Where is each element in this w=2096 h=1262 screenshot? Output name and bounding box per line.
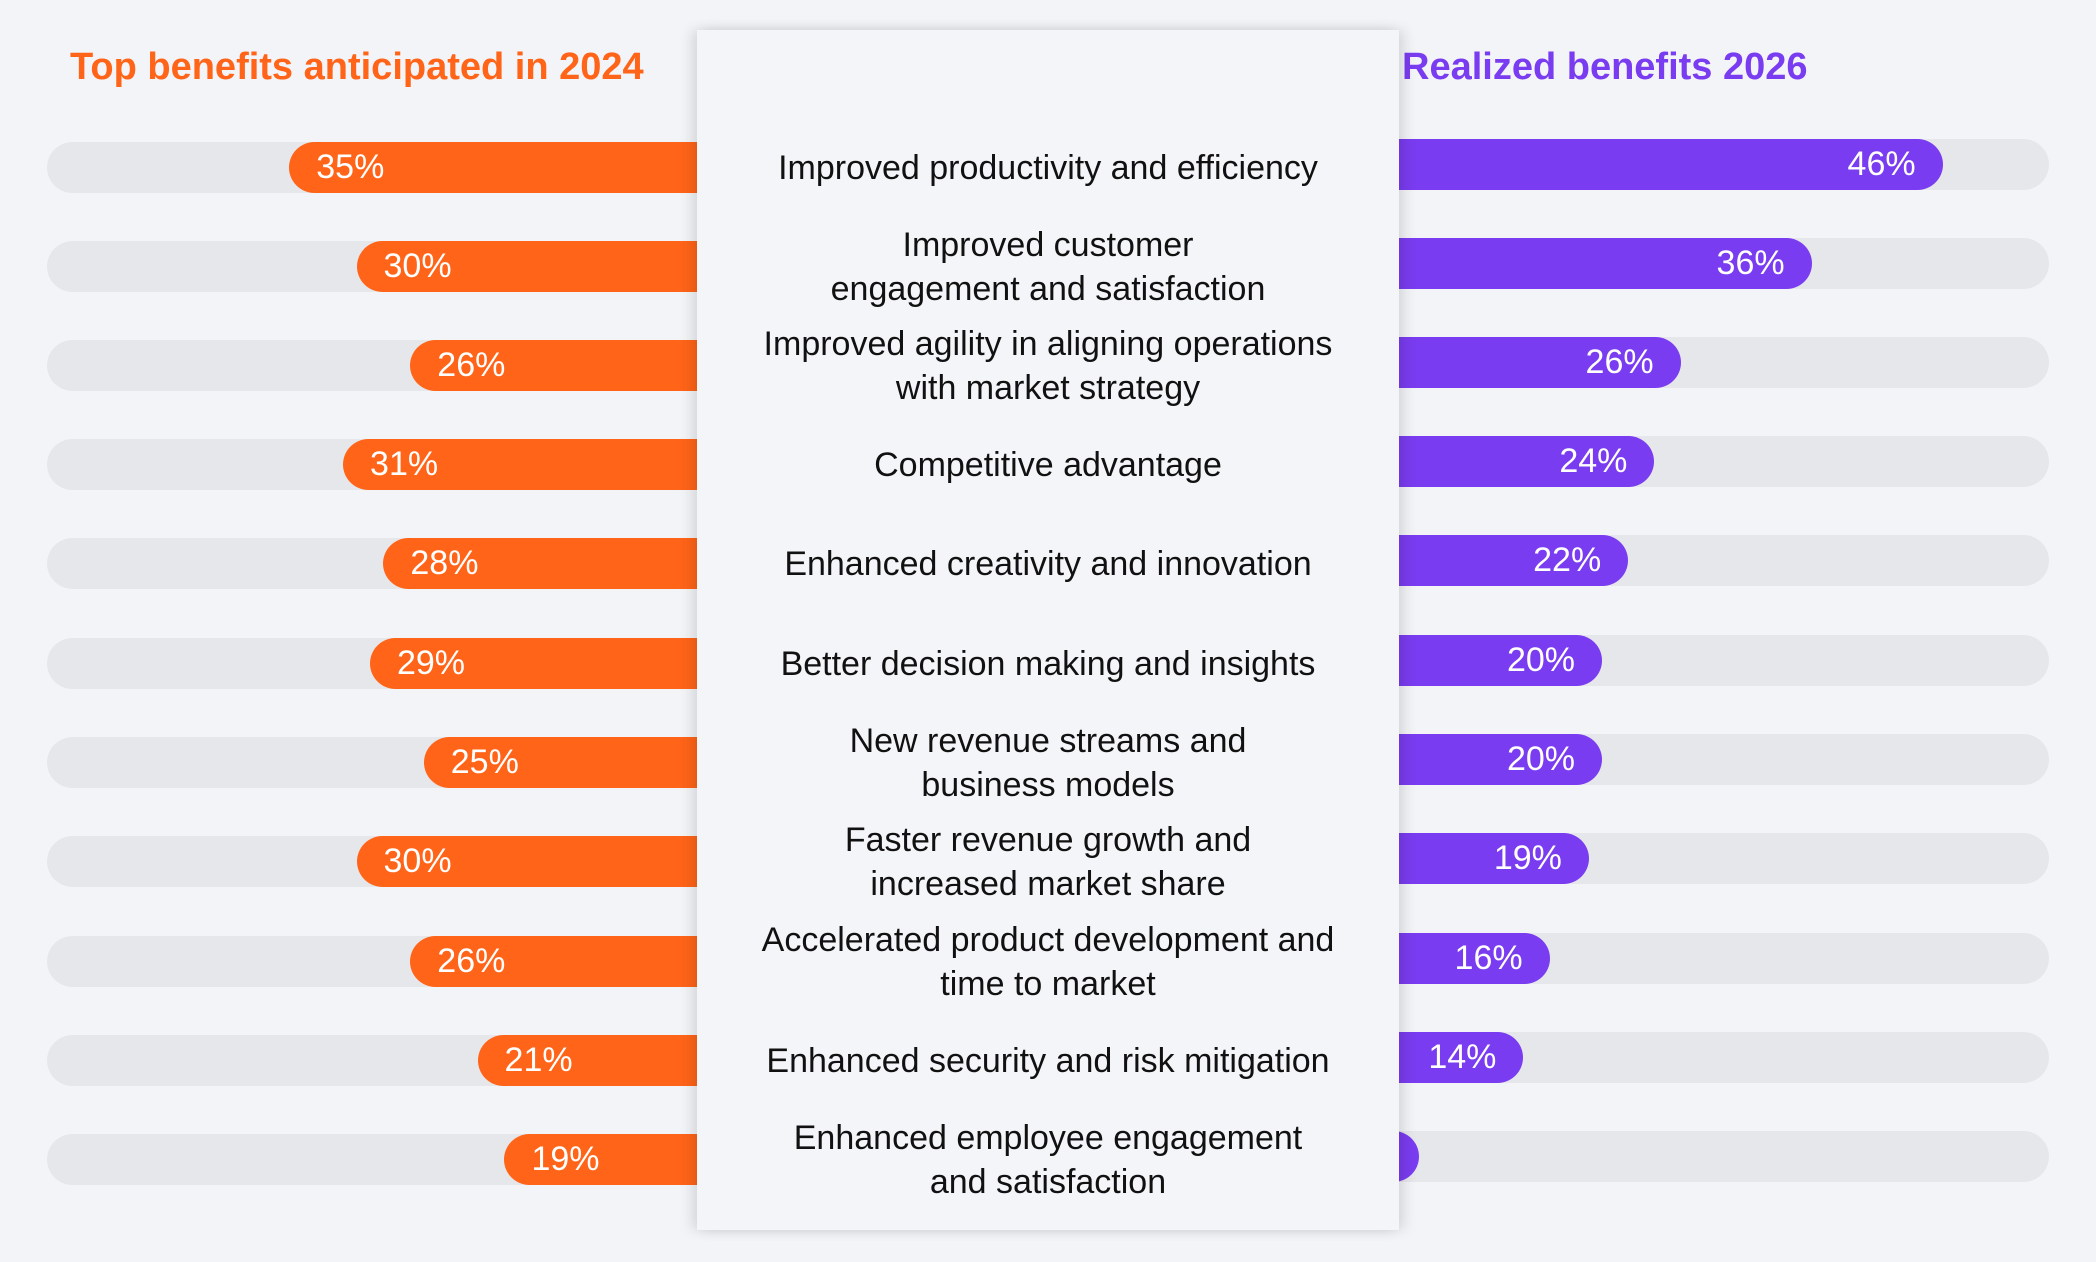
left-series-title: Top benefits anticipated in 2024 bbox=[70, 46, 644, 88]
category-label: Faster revenue growth and increased marke… bbox=[707, 818, 1389, 906]
category-label-line: Competitive advantage bbox=[874, 445, 1222, 484]
category-label: Better decision making and insights bbox=[707, 642, 1389, 686]
right-bar-label: 36% bbox=[1716, 244, 1785, 282]
category-label: New revenue streams and business models bbox=[707, 719, 1389, 807]
category-label-line: business models bbox=[921, 765, 1175, 804]
category-label-line: time to market bbox=[940, 964, 1156, 1003]
category-label-line: Enhanced creativity and innovation bbox=[784, 544, 1312, 583]
left-bar-label: 30% bbox=[383, 842, 452, 880]
right-bar-label: 46% bbox=[1847, 145, 1916, 183]
left-bar: 35% bbox=[289, 142, 760, 193]
right-bar-label: 24% bbox=[1559, 442, 1628, 480]
category-label: Accelerated product development and time … bbox=[707, 918, 1389, 1006]
right-bar-label: 14% bbox=[1428, 1038, 1497, 1076]
category-label: Enhanced security and risk mitigation bbox=[707, 1039, 1389, 1083]
category-label-line: Improved customer bbox=[902, 225, 1194, 264]
category-label-line: New revenue streams and bbox=[849, 721, 1247, 760]
category-label-line: increased market share bbox=[870, 864, 1226, 903]
left-bar: 30% bbox=[356, 241, 760, 292]
left-bar-label: 35% bbox=[316, 148, 385, 186]
category-label-line: Improved agility in aligning operations bbox=[763, 324, 1333, 363]
left-bar-label: 31% bbox=[370, 445, 439, 483]
category-label-line: Enhanced employee engagement bbox=[793, 1118, 1303, 1157]
right-bar-label: 16% bbox=[1454, 939, 1523, 977]
category-label-line: with market strategy bbox=[895, 368, 1201, 407]
category-label: Enhanced employee engagement and satisfac… bbox=[707, 1116, 1389, 1204]
category-panel bbox=[697, 30, 1399, 1230]
right-track bbox=[1340, 1131, 2049, 1182]
right-bar-label: 19% bbox=[1493, 839, 1562, 877]
left-bar: 30% bbox=[356, 836, 760, 887]
right-bar-label: 26% bbox=[1585, 343, 1654, 381]
category-label-line: engagement and satisfaction bbox=[830, 269, 1266, 308]
category-label: Competitive advantage bbox=[707, 443, 1389, 487]
left-bar-label: 25% bbox=[450, 743, 519, 781]
left-bar-label: 26% bbox=[437, 942, 506, 980]
left-bar-label: 28% bbox=[410, 544, 479, 582]
right-bar: 46% bbox=[1340, 139, 1943, 190]
left-bar: 31% bbox=[343, 439, 760, 490]
category-label-line: Faster revenue growth and bbox=[844, 820, 1252, 859]
left-bar-label: 21% bbox=[504, 1041, 573, 1079]
category-label-line: and satisfaction bbox=[929, 1162, 1167, 1201]
right-series-title: Realized benefits 2026 bbox=[1402, 46, 1808, 88]
category-label-line: Improved productivity and efficiency bbox=[778, 148, 1318, 187]
category-label-line: Accelerated product development and bbox=[761, 920, 1335, 959]
left-bar-label: 29% bbox=[396, 644, 465, 682]
right-bar-label: 20% bbox=[1506, 740, 1575, 778]
left-bar-label: 30% bbox=[383, 247, 452, 285]
right-bar-label: 22% bbox=[1533, 541, 1602, 579]
left-bar: 29% bbox=[369, 638, 760, 689]
left-bar-label: 26% bbox=[437, 346, 506, 384]
category-label-line: Better decision making and insights bbox=[780, 644, 1316, 683]
category-label-line: Enhanced security and risk mitigation bbox=[766, 1041, 1330, 1080]
category-label: Improved customer engagement and satisfac… bbox=[707, 223, 1389, 311]
right-bar-label: 20% bbox=[1506, 641, 1575, 679]
right-bar: 36% bbox=[1340, 238, 1812, 289]
left-bar-label: 19% bbox=[531, 1140, 600, 1178]
category-label: Enhanced creativity and innovation bbox=[707, 542, 1389, 586]
category-label: Improved productivity and efficiency bbox=[707, 146, 1389, 190]
category-label: Improved agility in aligning operations w… bbox=[707, 322, 1389, 410]
